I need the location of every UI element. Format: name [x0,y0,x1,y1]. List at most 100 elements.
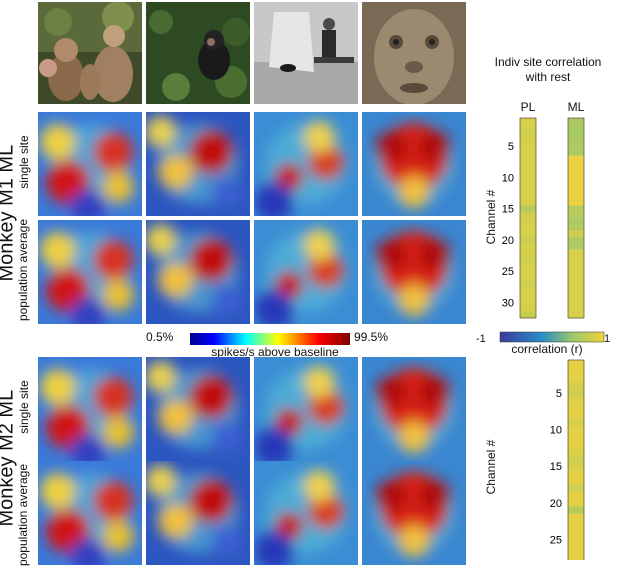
ml-channel-cell [568,224,584,231]
pl-channel-cell [520,130,536,138]
m2-channel-axis-label: Channel # [484,439,498,495]
ml-channel-cell [568,311,584,319]
ml-channel-cell [568,193,584,200]
m2-channel-tick: 25 [550,534,562,546]
m2-channel-tick: 10 [550,425,562,437]
m2-ml-channel-cell [568,433,584,441]
ml-channel-cell [568,280,584,288]
m2-ml-channel-cell [568,477,584,485]
ml-channel-cell [568,136,584,144]
correlation-colorbar [499,331,605,343]
m2-ml-channel-cell [568,403,584,412]
ml-channel-cell [568,305,584,313]
m1-single-heatmap-1 [38,112,142,216]
m1-channel-tick: 10 [502,172,514,184]
pl-channel-cell [520,168,536,175]
m1-population-heatmap-3 [254,220,358,324]
pl-channel-cell [520,224,536,231]
m2-ml-channel-cell [568,550,584,558]
column-label-pl: PL [520,100,536,114]
ml-channel-cell [568,230,584,238]
pl-channel-cell [520,149,536,156]
stimulus-photo-macaque-face [362,2,466,104]
corr-colorbar-max: 1 [604,333,611,345]
m1-population-heatmap-1 [38,220,142,324]
ml-channel-cell [568,180,584,188]
ml-channel-cell [568,211,584,219]
pl-channel-cell [520,274,536,281]
m2-ml-channel-cell [568,491,584,500]
m2-ml-channel-cell [568,374,584,383]
m2-ml-channel-cell [568,521,584,529]
m2-ml-channel-cell [568,425,584,434]
correlation-heatmaps: 5 10 15 20 25 30 5 10 15 20 25 [499,117,605,560]
m1-channel-tick: 5 [508,141,514,153]
colorbar-min-label: 0.5% [146,330,174,344]
pl-channel-cell [520,280,536,288]
pl-column-frame [519,117,537,319]
pl-channel-cell [520,155,536,163]
m2-single-heatmap-2 [146,357,250,461]
m2-population-average-label: population average [16,463,30,567]
pl-channel-cell [520,205,536,213]
m1-single-heatmap-4 [362,112,466,216]
m2-channel-tick: 20 [550,498,562,510]
ml-channel-cell [568,143,584,150]
ml-channel-cell [568,155,584,163]
ml-channel-cell [568,243,584,250]
m2-ml-channel-cell [568,462,584,471]
m2-ml-channel-cell [568,513,584,522]
m2-ml-channel-cell [568,360,584,368]
pl-channel-cell [520,299,536,306]
pl-channel-cell [520,211,536,219]
m1-population-average-label: population average [16,218,30,322]
m2-ml-channel-cell [568,440,584,449]
ml-channel-cell [568,168,584,175]
ml-channel-cell [568,118,584,125]
m2-ml-channel-cell [568,543,584,551]
column-label-ml: ML [567,100,585,114]
corr-colorbar-min: -1 [476,333,486,345]
m2-ml-channel-cell [568,506,584,515]
m2-single-site-label: single site [17,380,31,434]
pl-channel-cell [520,236,536,244]
m2-ml-channel-cell [568,447,584,456]
m2-ml-channel-cell [568,367,584,375]
ml-channel-cell [568,124,584,131]
pl-channel-cell [520,305,536,313]
pl-channel-cell [520,218,536,225]
m2-channel-tick: 15 [550,461,562,473]
ml-channel-cell [568,249,584,256]
m2-ml-channel-cell [568,469,584,478]
ml-channel-cell [568,149,584,156]
m1-single-site-label: single site [17,135,31,189]
m1-channel-tick: 25 [502,266,514,278]
pl-channel-cell [520,143,536,150]
pl-channel-cell [520,193,536,200]
pl-channel-cell [520,230,536,238]
m1-channel-axis-label: Channel # [484,189,498,245]
pl-channel-cell [520,161,536,169]
pl-channel-cell [520,243,536,250]
pl-channel-cell [520,199,536,206]
pl-channel-cell [520,186,536,194]
pl-channel-cell [520,286,536,294]
ml-channel-cell [568,268,584,275]
ml-channel-cell [568,174,584,181]
pl-channel-cell [520,174,536,181]
ml-channel-cell [568,186,584,194]
ml-channel-cell [568,255,584,263]
pl-channel-cell [520,311,536,319]
m2-ml-channel-cell [568,455,584,463]
m1-single-heatmap-2 [146,112,250,216]
corr-panel-title-1: Indiv site correlation [494,55,602,69]
m2-single-heatmap-3 [254,357,358,461]
pl-channel-cell [520,249,536,256]
ml-channel-cell [568,218,584,225]
pl-channel-cell [520,261,536,269]
m2-ml-channel-cell [568,418,584,427]
pl-channel-cell [520,118,536,125]
ml-channel-cell [568,274,584,281]
colorbar-caption: spikes/s above baseline [211,345,339,359]
m2-ml-column-frame [567,359,585,560]
